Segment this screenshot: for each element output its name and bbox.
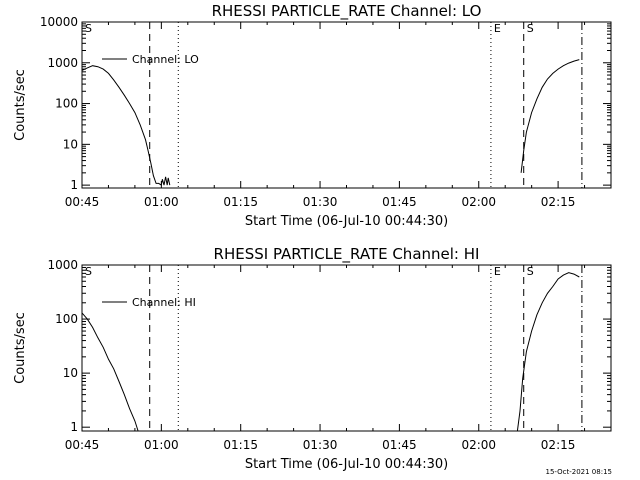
legend-label: Channel: LO	[132, 53, 199, 66]
y-tick-label: 10	[63, 137, 78, 151]
event-label: S	[527, 22, 534, 35]
x-axis-label: Start Time (06-Jul-10 00:44:30)	[245, 457, 448, 472]
y-tick-label: 1000	[47, 258, 78, 272]
y-axis-label: Counts/sec	[13, 312, 28, 384]
y-tick-label: 1000	[47, 56, 78, 70]
x-axis-label: Start Time (06-Jul-10 00:44:30)	[245, 214, 448, 229]
x-tick-label: 01:15	[223, 195, 258, 209]
y-tick-label: 1	[70, 420, 78, 434]
x-tick-label: 01:00	[144, 438, 179, 452]
timestamp: 15-Oct-2021 08:15	[546, 468, 612, 476]
legend-label: Channel: HI	[132, 296, 196, 309]
series-line	[516, 272, 580, 431]
x-tick-label: 01:00	[144, 195, 179, 209]
chart-title: RHESSI PARTICLE_RATE Channel: LO	[212, 2, 482, 21]
chart-title: RHESSI PARTICLE_RATE Channel: HI	[214, 245, 480, 264]
plot-frame	[81, 21, 612, 189]
event-label: S	[85, 22, 92, 35]
y-tick-label: 100	[55, 97, 78, 111]
x-tick-label: 02:00	[461, 195, 496, 209]
x-tick-label: 02:00	[461, 438, 496, 452]
plot-frame	[81, 264, 612, 432]
x-tick-label: 02:15	[541, 438, 576, 452]
series-line	[82, 312, 139, 431]
series-line	[520, 59, 580, 173]
y-tick-label: 1	[70, 178, 78, 192]
chart-panel-lo: RHESSI PARTICLE_RATE Channel: LO Start Ti…	[13, 2, 612, 229]
x-tick-label: 01:45	[382, 438, 417, 452]
series-line	[82, 65, 171, 186]
y-tick-label: 10000	[40, 15, 78, 29]
x-tick-label: 01:30	[303, 438, 338, 452]
x-tick-label: 00:45	[65, 195, 100, 209]
event-label: S	[527, 265, 534, 278]
x-tick-label: 00:45	[65, 438, 100, 452]
event-label: E	[494, 265, 501, 278]
x-tick-label: 01:45	[382, 195, 417, 209]
y-axis-label: Counts/sec	[13, 69, 28, 141]
x-tick-label: 01:30	[303, 195, 338, 209]
y-tick-label: 100	[55, 312, 78, 326]
y-tick-label: 10	[63, 366, 78, 380]
chart-panel-hi: RHESSI PARTICLE_RATE Channel: HI Start Ti…	[13, 245, 612, 472]
event-label: E	[494, 22, 501, 35]
event-label: S	[85, 265, 92, 278]
x-tick-label: 01:15	[223, 438, 258, 452]
x-tick-label: 02:15	[541, 195, 576, 209]
